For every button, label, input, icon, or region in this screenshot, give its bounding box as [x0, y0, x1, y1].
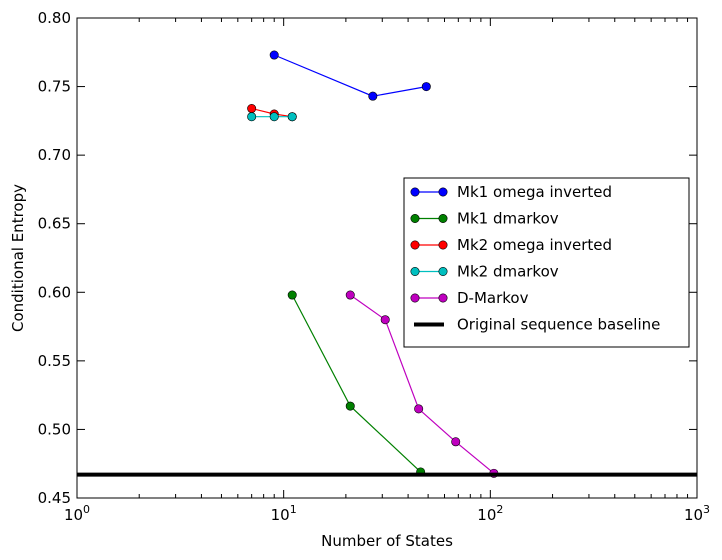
- data-point: [247, 104, 257, 114]
- data-point: [368, 91, 378, 101]
- data-point: [269, 50, 279, 60]
- legend-label: Mk2 omega inverted: [457, 236, 612, 254]
- legend-label: Mk1 dmarkov: [457, 210, 559, 228]
- x-tick-label: 102: [477, 503, 503, 524]
- legend-label: Mk2 dmarkov: [457, 263, 559, 281]
- legend-item: Mk1 dmarkov: [410, 210, 559, 228]
- data-point: [287, 112, 297, 122]
- x-tick-label: 103: [684, 503, 710, 524]
- legend-item: Mk2 omega inverted: [410, 236, 612, 254]
- x-tick-label: 100: [64, 503, 90, 524]
- data-point: [247, 112, 257, 122]
- legend-marker: [410, 214, 420, 224]
- data-point: [414, 404, 424, 414]
- legend-label: Mk1 omega inverted: [457, 183, 612, 201]
- y-tick-label: 0.45: [38, 489, 71, 507]
- data-point: [380, 315, 390, 325]
- series-line: [291, 294, 422, 473]
- legend-marker: [410, 266, 420, 276]
- data-point: [345, 401, 355, 411]
- y-tick-label: 0.70: [38, 146, 71, 164]
- legend-item: D-Markov: [410, 289, 529, 307]
- data-point: [345, 290, 355, 300]
- x-axis-label: Number of States: [321, 532, 453, 550]
- legend-box: [403, 177, 690, 348]
- x-tick-label: 101: [271, 503, 297, 524]
- y-tick-label: 0.60: [38, 283, 71, 301]
- data-point: [451, 437, 461, 447]
- legend-label: Original sequence baseline: [457, 316, 660, 334]
- legend-marker: [438, 293, 448, 303]
- legend-item: Mk2 dmarkov: [410, 263, 559, 281]
- y-tick-label: 0.65: [38, 215, 71, 233]
- data-point: [287, 290, 297, 300]
- plot-content: [77, 50, 697, 478]
- y-tick-label: 0.55: [38, 352, 71, 370]
- y-tick-label: 0.80: [38, 9, 71, 27]
- data-point: [421, 82, 431, 92]
- y-tick-label: 0.75: [38, 78, 71, 96]
- y-axis-label: Conditional Entropy: [9, 184, 27, 332]
- legend-marker: [438, 240, 448, 250]
- legend-marker: [438, 266, 448, 276]
- legend-label: D-Markov: [457, 289, 529, 307]
- legend-marker: [410, 293, 420, 303]
- data-point: [269, 112, 279, 122]
- legend-marker: [438, 187, 448, 197]
- legend-marker: [438, 214, 448, 224]
- legend: Mk1 omega inverted Mk1 dmarkov Mk2 omega i…: [403, 177, 690, 348]
- y-tick-label: 0.50: [38, 420, 71, 438]
- legend-marker: [410, 187, 420, 197]
- series-0: [269, 50, 431, 101]
- legend-item: Original sequence baseline: [414, 316, 660, 334]
- series-4: [345, 290, 499, 478]
- legend-item: Mk1 omega inverted: [410, 183, 612, 201]
- axis-ticks: 0.45 0.50 0.55 0.60 0.65 0.70 0.75 0.80 100 101 10…: [38, 9, 710, 524]
- series-3: [247, 112, 297, 122]
- series-line: [273, 54, 427, 97]
- plot-frame: [76, 17, 698, 499]
- legend-marker: [410, 240, 420, 250]
